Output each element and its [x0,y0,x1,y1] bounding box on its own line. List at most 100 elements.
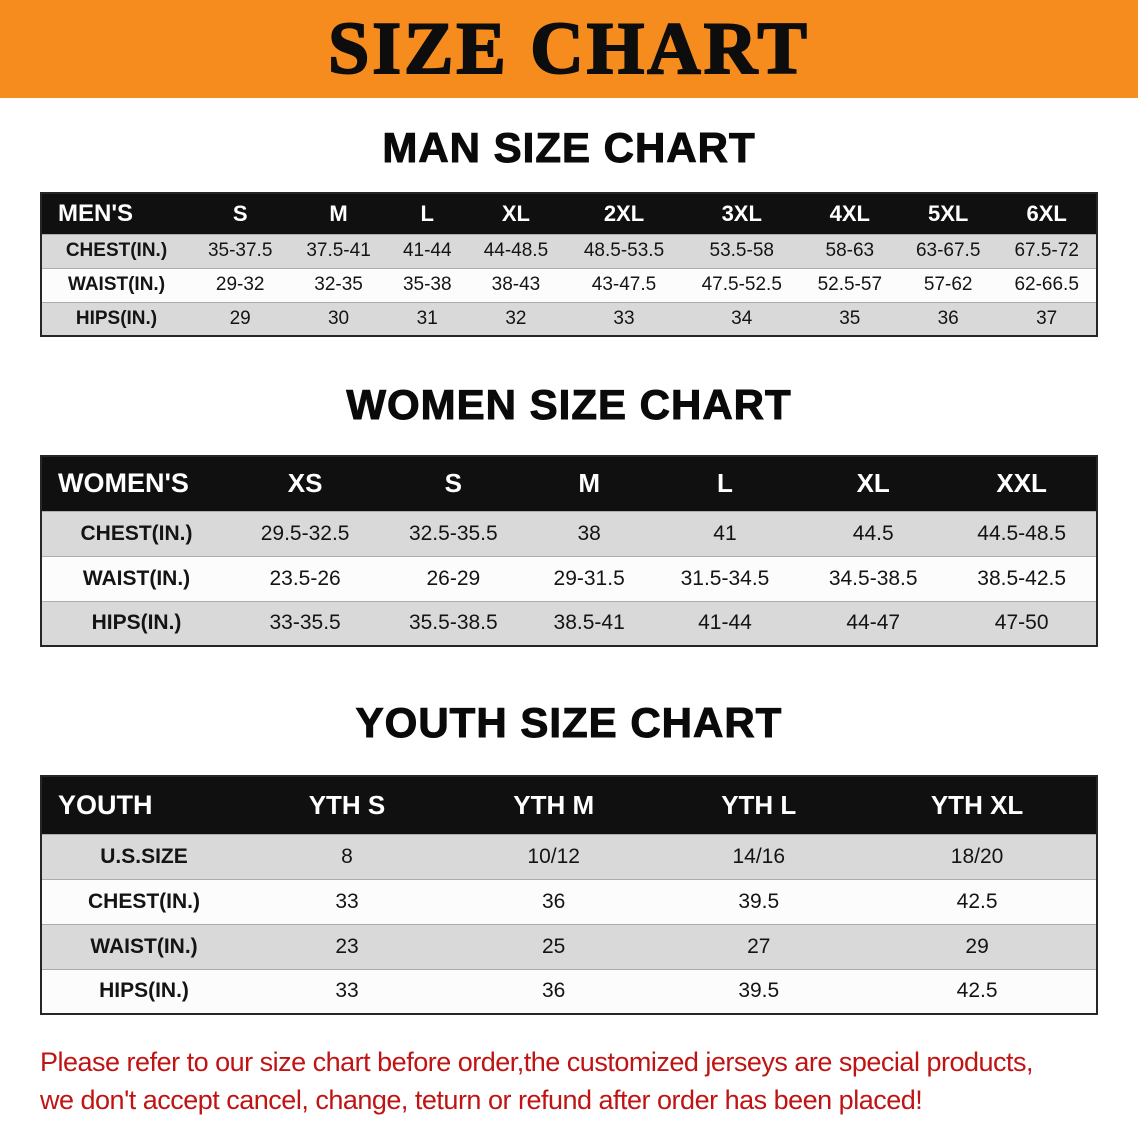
size-value: 39.5 [659,878,859,924]
table-row: WAIST(IN.) 23 25 27 29 [41,923,1097,969]
size-value: 35-38 [387,267,467,302]
row-label: CHEST(IN.) [41,878,246,924]
size-value: 33-35.5 [231,600,380,646]
table-row: CHEST(IN.) 35-37.5 37.5-41 41-44 44-48.5 48.5… [41,233,1097,268]
size-value: 35.5-38.5 [379,600,528,646]
table-corner-label: MEN'S [41,193,191,234]
size-value: 35-37.5 [191,233,290,268]
table-row: HIPS(IN.) 33 36 39.5 42.5 [41,968,1097,1014]
size-value: 47.5-52.5 [682,267,801,302]
youth-size-table: YOUTH YTH S YTH M YTH L YTH XL U.S.SIZE 8 10/12… [40,775,1098,1015]
size-value: 43-47.5 [565,267,683,302]
size-value: 26-29 [379,555,528,601]
women-size-chart-heading: WOMEN SIZE CHART [346,381,792,429]
row-label: CHEST(IN.) [41,233,191,268]
table-row: CHEST(IN.) 29.5-32.5 32.5-35.5 38 41 44.5 44.5… [41,510,1097,556]
row-label: HIPS(IN.) [41,968,246,1014]
size-value: 29-32 [191,267,290,302]
size-value: 30 [289,301,388,336]
size-value: 27 [659,923,859,969]
size-value: 8 [246,833,448,879]
size-column-header: S [379,456,528,511]
size-value: 41-44 [387,233,467,268]
women-size-table: WOMEN'S XS S M L XL XXL CHEST(IN.) 29.5-32.5 32.5… [40,455,1098,647]
disclaimer-line-2: we don't accept cancel, change, teturn o… [40,1085,923,1115]
row-label: U.S.SIZE [41,833,246,879]
row-label: WAIST(IN.) [41,555,231,601]
table-row: WAIST(IN.) 29-32 32-35 35-38 38-43 43-47.5 47.… [41,267,1097,302]
table-row: HIPS(IN.) 29 30 31 32 33 34 35 36 37 [41,301,1097,336]
size-value: 32-35 [289,267,388,302]
disclaimer-text: Please refer to our size chart before or… [40,1043,1100,1119]
size-column-header: M [527,456,651,511]
man-size-chart-heading: MAN SIZE CHART [382,124,756,172]
size-value: 47-50 [947,600,1097,646]
row-label: WAIST(IN.) [41,923,246,969]
size-value: 44-48.5 [466,233,566,268]
size-column-header: L [650,456,800,511]
table-header-row: MEN'S S M L XL 2XL 3XL 4XL 5XL 6XL [41,193,1097,234]
size-value: 32 [466,301,566,336]
size-value: 62-66.5 [997,267,1097,302]
table-row: HIPS(IN.) 33-35.5 35.5-38.5 38.5-41 41-44 44-… [41,600,1097,646]
size-value: 34.5-38.5 [799,555,948,601]
row-label: HIPS(IN.) [41,301,191,336]
disclaimer-line-1: Please refer to our size chart before or… [40,1047,1034,1077]
size-value: 39.5 [659,968,859,1014]
size-column-header: XL [466,193,566,234]
size-column-header: 4XL [800,193,899,234]
size-value: 41-44 [650,600,800,646]
size-value: 31 [387,301,467,336]
size-value: 37 [997,301,1097,336]
size-value: 48.5-53.5 [565,233,683,268]
size-column-header: YTH L [659,776,859,834]
size-value: 42.5 [858,968,1097,1014]
size-column-header: 5XL [899,193,998,234]
size-value: 44.5 [799,510,948,556]
size-value: 14/16 [659,833,859,879]
size-value: 35 [800,301,899,336]
table-corner-label: YOUTH [41,776,246,834]
size-value: 36 [447,878,660,924]
size-column-header: L [387,193,467,234]
size-value: 31.5-34.5 [650,555,800,601]
table-row: CHEST(IN.) 33 36 39.5 42.5 [41,878,1097,924]
size-value: 25 [447,923,660,969]
size-value: 10/12 [447,833,660,879]
size-column-header: 3XL [682,193,801,234]
size-chart-title: SIZE CHART [327,8,810,90]
size-column-header: XL [799,456,948,511]
size-value: 38 [527,510,651,556]
size-value: 42.5 [858,878,1097,924]
size-value: 63-67.5 [899,233,998,268]
men-size-table: MEN'S S M L XL 2XL 3XL 4XL 5XL 6XL CHEST(IN.) 35-37… [40,192,1098,337]
size-column-header: M [289,193,388,234]
row-label: CHEST(IN.) [41,510,231,556]
size-value: 37.5-41 [289,233,388,268]
size-value: 52.5-57 [800,267,899,302]
size-value: 67.5-72 [997,233,1097,268]
size-value: 44-47 [799,600,948,646]
row-label: WAIST(IN.) [41,267,191,302]
size-value: 38-43 [466,267,566,302]
size-value: 29 [191,301,290,336]
size-column-header: XS [231,456,380,511]
size-value: 38.5-42.5 [947,555,1097,601]
size-chart-banner: SIZE CHART [0,0,1138,98]
row-label: HIPS(IN.) [41,600,231,646]
size-value: 57-62 [899,267,998,302]
table-row: WAIST(IN.) 23.5-26 26-29 29-31.5 31.5-34.5 34… [41,555,1097,601]
size-value: 33 [246,968,448,1014]
size-value: 29.5-32.5 [231,510,380,556]
table-corner-label: WOMEN'S [41,456,231,511]
size-value: 34 [682,301,801,336]
size-column-header: 2XL [565,193,683,234]
size-column-header: YTH XL [858,776,1097,834]
size-value: 53.5-58 [682,233,801,268]
size-value: 41 [650,510,800,556]
size-column-header: YTH S [246,776,448,834]
table-header-row: WOMEN'S XS S M L XL XXL [41,456,1097,511]
size-value: 36 [447,968,660,1014]
youth-size-chart-heading: YOUTH SIZE CHART [355,699,783,747]
size-value: 23 [246,923,448,969]
